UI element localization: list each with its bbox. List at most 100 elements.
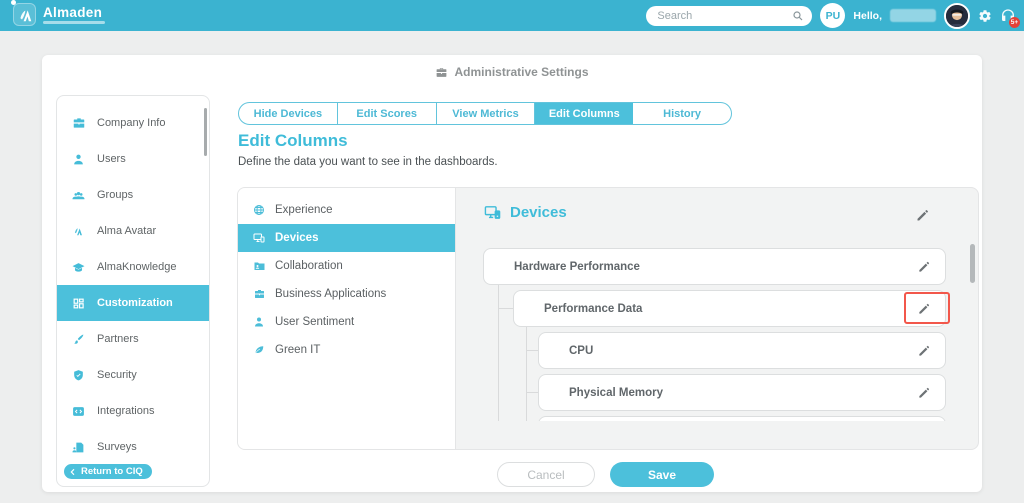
- brand-tagline: [43, 20, 105, 24]
- return-button-label: Return to CIQ: [81, 466, 143, 477]
- tree-connector: [526, 327, 527, 421]
- tree-connector: [526, 392, 538, 393]
- edit-pencil-icon[interactable]: [917, 386, 931, 400]
- gear-icon[interactable]: [978, 9, 992, 23]
- category-business-applications[interactable]: Business Applications: [238, 280, 455, 308]
- sidebar-item-almaknowledge[interactable]: AlmaKnowledge: [57, 249, 209, 285]
- tree-node-physical-memory[interactable]: Physical Memory: [538, 374, 946, 411]
- tab-edit-columns[interactable]: Edit Columns: [535, 103, 634, 124]
- section-title: Edit Columns: [238, 131, 348, 150]
- category-label: User Sentiment: [275, 316, 355, 328]
- sidebar-item-label: Alma Avatar: [97, 225, 157, 237]
- globe-icon: [252, 204, 266, 216]
- edit-columns-panel: Experience Devices Collaboration Busines…: [237, 187, 979, 450]
- sidebar-item-label: Security: [97, 369, 137, 381]
- sidebar-item-security[interactable]: Security: [57, 357, 209, 393]
- briefcase-icon: [71, 116, 86, 130]
- device-settings-tabbar: Hide Devices Edit Scores View Metrics Ed…: [238, 102, 732, 125]
- brush-icon: [71, 333, 86, 346]
- sidebar-item-company-info[interactable]: Company Info: [57, 105, 209, 141]
- graduation-cap-icon: [71, 261, 86, 274]
- tab-hide-devices[interactable]: Hide Devices: [239, 103, 338, 124]
- almaden-logo[interactable]: Almaden: [11, 0, 105, 26]
- search-input[interactable]: [646, 5, 813, 26]
- tree-connector: [498, 285, 499, 421]
- sidebar-item-label: AlmaKnowledge: [97, 261, 177, 273]
- node-label: Hardware Performance: [514, 260, 640, 273]
- tree-heading-label: Devices: [510, 204, 567, 221]
- user-icon: [71, 153, 86, 166]
- alma-logo-icon: [71, 225, 86, 238]
- brand-name: Almaden: [43, 4, 103, 20]
- admin-settings-card: Administrative Settings Company Info Use…: [42, 55, 982, 492]
- category-label: Green IT: [275, 344, 321, 356]
- notification-badge: 5+: [1009, 16, 1020, 28]
- category-list: Experience Devices Collaboration Busines…: [238, 188, 456, 449]
- category-label: Business Applications: [275, 288, 387, 300]
- category-collaboration[interactable]: Collaboration: [238, 252, 455, 280]
- category-green-it[interactable]: Green IT: [238, 336, 455, 364]
- folder-user-icon: [252, 260, 266, 272]
- edit-pencil-icon[interactable]: [915, 208, 930, 223]
- devices-icon: [483, 204, 502, 221]
- survey-icon: [71, 441, 86, 454]
- sidebar-item-surveys[interactable]: Surveys: [57, 429, 209, 465]
- tree-node-cpu[interactable]: CPU: [538, 332, 946, 369]
- users-icon: [71, 189, 86, 202]
- code-icon: [71, 405, 86, 418]
- search-icon[interactable]: [792, 10, 804, 22]
- sidebar-item-partners[interactable]: Partners: [57, 321, 209, 357]
- sidebar-item-users[interactable]: Users: [57, 141, 209, 177]
- sidebar-item-label: Groups: [97, 189, 134, 201]
- sidebar-item-label: Surveys: [97, 441, 137, 453]
- edit-pencil-icon[interactable]: [917, 302, 931, 316]
- user-icon: [252, 316, 266, 328]
- sidebar-item-label: Partners: [97, 333, 139, 345]
- category-user-sentiment[interactable]: User Sentiment: [238, 308, 455, 336]
- tab-history[interactable]: History: [663, 107, 702, 120]
- edit-pencil-icon[interactable]: [917, 260, 931, 274]
- category-devices[interactable]: Devices: [238, 224, 455, 252]
- category-label: Experience: [275, 204, 333, 216]
- save-button[interactable]: Save: [610, 462, 714, 487]
- category-label: Collaboration: [275, 260, 343, 272]
- page-title: Administrative Settings: [454, 65, 589, 79]
- sidebar-scrollbar[interactable]: [204, 108, 207, 156]
- tab-view-metrics[interactable]: View Metrics: [437, 103, 536, 124]
- edit-pencil-icon[interactable]: [917, 344, 931, 358]
- username-redacted: [890, 9, 936, 22]
- greeting-text: Hello,: [853, 9, 882, 22]
- tree-node-partial[interactable]: [538, 416, 946, 421]
- search-box[interactable]: [646, 5, 813, 26]
- shield-check-icon: [71, 369, 86, 382]
- tab-edit-scores[interactable]: Edit Scores: [338, 103, 437, 124]
- node-label: Performance Data: [544, 302, 643, 315]
- sidebar-item-label: Customization: [97, 297, 173, 309]
- avatar[interactable]: [944, 2, 970, 29]
- return-to-ciq-button[interactable]: Return to CIQ: [64, 464, 152, 479]
- devices-icon: [252, 232, 266, 244]
- category-label: Devices: [275, 232, 319, 244]
- category-experience[interactable]: Experience: [238, 196, 455, 224]
- tree-scrollbar[interactable]: [970, 244, 975, 283]
- tree-connector: [498, 308, 513, 309]
- sidebar-item-groups[interactable]: Groups: [57, 177, 209, 213]
- logo-dot: [11, 0, 16, 5]
- user-initials-badge[interactable]: PU: [820, 3, 846, 28]
- chevron-left-icon: [69, 468, 77, 476]
- node-label: Physical Memory: [569, 386, 663, 399]
- columns-tree-viewport: Devices Hardware Performance Performance…: [456, 188, 978, 421]
- sidebar-item-label: Users: [97, 153, 126, 165]
- section-subtitle: Define the data you want to see in the d…: [238, 156, 498, 168]
- cancel-button[interactable]: Cancel: [497, 462, 595, 487]
- almaden-logo-mark-icon: [11, 0, 36, 26]
- sidebar-item-customization[interactable]: Customization: [57, 285, 209, 321]
- sidebar-item-alma-avatar[interactable]: Alma Avatar: [57, 213, 209, 249]
- support-headset-icon[interactable]: 5+: [1000, 8, 1020, 28]
- tree-node-performance-data[interactable]: Performance Data: [513, 290, 950, 327]
- tree-node-hardware-performance[interactable]: Hardware Performance: [483, 248, 946, 285]
- briefcase-icon: [435, 66, 448, 79]
- sidebar-item-label: Integrations: [97, 405, 155, 417]
- sidebar-item-integrations[interactable]: Integrations: [57, 393, 209, 429]
- grid-icon: [71, 297, 86, 310]
